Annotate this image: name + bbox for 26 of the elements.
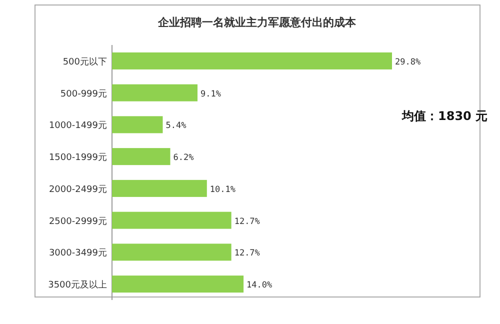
data-label: 9.1% bbox=[200, 89, 221, 100]
data-label: 6.2% bbox=[173, 153, 194, 164]
y-tick-label: 500元以下 bbox=[62, 56, 107, 68]
data-label: 5.4% bbox=[166, 121, 186, 132]
y-tick-label: 3000-3499元 bbox=[48, 248, 107, 259]
y-tick-label: 1000-1499元 bbox=[48, 120, 107, 132]
text: 均值：1830 元 bbox=[401, 109, 488, 123]
data-label: 12.7% bbox=[234, 216, 260, 227]
bar bbox=[112, 116, 163, 134]
data-label: 14.0% bbox=[246, 280, 272, 291]
bar bbox=[112, 180, 207, 197]
y-tick-label: 500-999元 bbox=[60, 88, 107, 100]
y-tick-label: 2000-2499元 bbox=[48, 184, 107, 195]
chart-title: 企业招聘一名就业主力军愿意付出的成本 bbox=[157, 16, 357, 29]
y-tick-label: 1500-1999元 bbox=[48, 152, 107, 164]
bar bbox=[112, 52, 392, 70]
data-label: 29.8% bbox=[395, 57, 421, 68]
bar bbox=[112, 244, 232, 261]
y-tick-label: 3500元及以上 bbox=[48, 280, 107, 291]
bar bbox=[112, 84, 198, 102]
y-tick-label: 2500-2999元 bbox=[48, 216, 107, 227]
data-label: 12.7% bbox=[234, 248, 260, 259]
bar bbox=[112, 212, 232, 229]
bar bbox=[112, 276, 244, 293]
data-label: 10.1% bbox=[210, 184, 236, 195]
bar bbox=[112, 148, 170, 166]
